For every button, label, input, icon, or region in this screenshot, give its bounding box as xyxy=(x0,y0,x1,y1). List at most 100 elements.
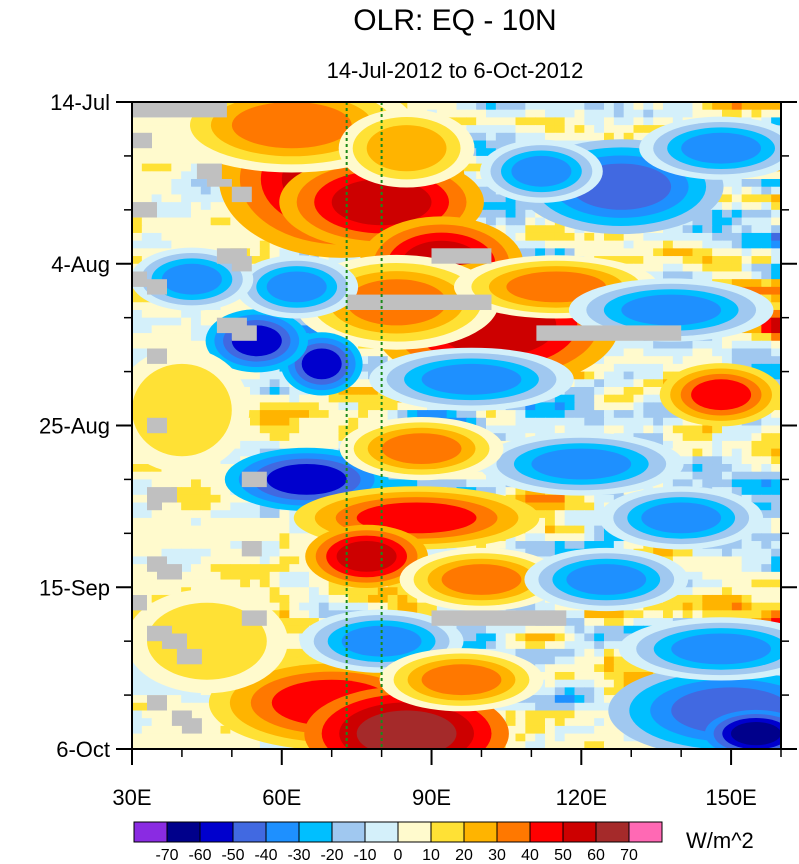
field-cell xyxy=(692,340,703,350)
field-cell xyxy=(771,256,781,265)
field-cell xyxy=(417,602,428,611)
field-cell xyxy=(554,425,566,434)
field-cell xyxy=(200,502,212,511)
field-cell xyxy=(633,356,644,365)
field-cell xyxy=(466,417,477,427)
field-cell xyxy=(515,625,526,635)
field-cell xyxy=(200,510,212,519)
field-cell xyxy=(584,510,595,519)
field-cell xyxy=(692,240,703,249)
field-cell xyxy=(495,217,507,226)
field-cell xyxy=(545,641,556,650)
field-cell xyxy=(191,317,202,326)
field-cell xyxy=(692,556,703,565)
field-cell xyxy=(712,240,723,249)
field-cell xyxy=(702,564,713,573)
field-cell xyxy=(132,217,143,226)
field-cell xyxy=(731,232,743,242)
field-cell xyxy=(525,232,536,242)
field-cell xyxy=(200,548,212,558)
field-cell xyxy=(515,217,526,226)
field-cell xyxy=(751,194,762,203)
field-cell xyxy=(151,155,163,165)
field-cell xyxy=(230,448,241,457)
field-cell xyxy=(682,440,694,450)
field-cell xyxy=(741,279,753,288)
field-cell xyxy=(181,510,192,519)
field-cell xyxy=(554,602,566,611)
field-cell xyxy=(230,525,241,534)
field-cell xyxy=(731,587,743,596)
field-cell xyxy=(259,564,271,573)
field-cell xyxy=(751,109,762,118)
field-cell xyxy=(387,479,399,488)
field-cell xyxy=(446,479,458,488)
field-cell xyxy=(712,340,723,350)
field-cell xyxy=(722,279,733,288)
field-cell xyxy=(702,102,713,111)
field-cell xyxy=(495,125,507,134)
field-cell xyxy=(751,333,762,342)
field-cell xyxy=(377,587,389,596)
field-cell xyxy=(525,641,536,650)
field-cell xyxy=(751,286,762,296)
field-cell xyxy=(525,625,536,635)
field-cell xyxy=(486,194,497,203)
field-cell xyxy=(318,602,330,611)
field-cell xyxy=(584,633,595,642)
field-cell xyxy=(682,471,694,481)
field-cell xyxy=(309,433,320,442)
field-cell xyxy=(731,594,743,604)
field-cell xyxy=(505,132,517,142)
field-cell xyxy=(338,410,349,419)
field-cell xyxy=(712,356,723,365)
field-cell xyxy=(712,348,723,357)
field-cell xyxy=(250,379,261,388)
field-cell xyxy=(191,479,202,488)
field-cell xyxy=(191,564,202,573)
field-cell xyxy=(751,494,762,504)
field-cell xyxy=(682,232,694,242)
field-cell xyxy=(200,494,212,504)
field-cell xyxy=(407,402,418,411)
field-cell xyxy=(220,541,231,550)
field-cell xyxy=(584,625,595,635)
field-cell xyxy=(731,179,743,188)
field-cell xyxy=(269,379,281,388)
field-cell xyxy=(132,333,143,342)
field-cell xyxy=(132,541,143,550)
field-cell xyxy=(525,425,536,434)
field-cell xyxy=(682,594,694,604)
field-cell xyxy=(181,155,192,165)
field-cell xyxy=(771,594,781,604)
field-cell xyxy=(702,594,713,604)
field-cell xyxy=(161,502,172,511)
field-cell xyxy=(702,348,713,357)
field-cell xyxy=(771,356,781,365)
field-cell xyxy=(151,533,163,542)
field-cell xyxy=(161,163,172,172)
field-cell xyxy=(397,479,408,488)
field-cell xyxy=(653,263,664,273)
field-cell xyxy=(436,479,448,488)
field-cell xyxy=(171,517,182,527)
field-cell xyxy=(692,464,703,473)
field-cell xyxy=(663,610,674,619)
field-cell xyxy=(751,179,762,188)
field-cell xyxy=(613,641,625,650)
field-cell xyxy=(269,602,281,611)
field-cell xyxy=(486,109,497,118)
field-cell xyxy=(692,564,703,573)
field-cell xyxy=(771,263,781,273)
field-cell xyxy=(132,502,143,511)
field-cell xyxy=(141,179,153,188)
field-cell xyxy=(564,494,576,504)
field-cell xyxy=(151,117,163,126)
field-cell xyxy=(761,587,772,596)
field-cell xyxy=(564,425,576,434)
field-cell xyxy=(151,240,163,249)
field-cell xyxy=(574,371,585,380)
field-cell xyxy=(731,448,743,457)
field-cell xyxy=(672,356,684,365)
field-cell xyxy=(191,487,202,496)
